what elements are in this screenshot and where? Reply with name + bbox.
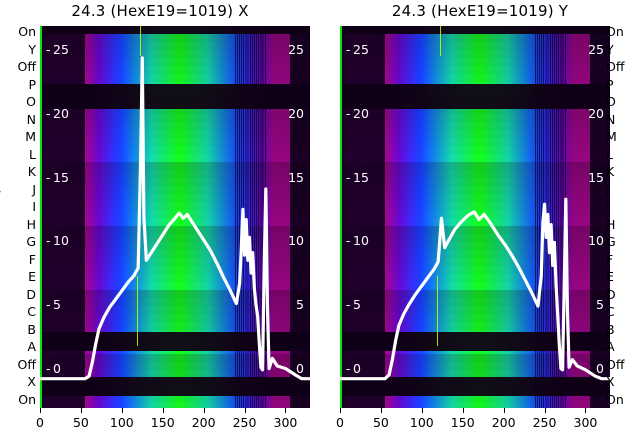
category-label-f-13: F [606,251,614,267]
category-label-g-12: G [26,234,36,250]
category-label-n-5: N [606,111,616,127]
category-label-l-7: L [606,146,613,162]
category-label-k-8: K [27,164,36,180]
x-tick-label-0: 0 [336,415,344,430]
panel-x-title: 24.3 (HexE19=1019) X [71,2,249,20]
category-axis-right: On Y Off P O N M L K J I H G F E D C B A Off X On [602,24,638,408]
x-tick-50 [80,408,82,413]
category-label-h-11: H [26,216,36,232]
category-label-i-10: I [32,199,36,215]
category-label-n-5: N [26,111,36,127]
x-tick-50 [380,408,382,413]
plot-area-y: -0-5-10-15-20-25 0 5 10 15 20 25 [340,26,610,408]
category-label-p-3: P [606,76,614,92]
x-tick-label-100: 100 [109,415,134,430]
x-tick-label-300: 300 [273,415,298,430]
category-label-e-14: E [28,269,36,285]
x-tick-150 [162,408,164,413]
category-label-a-18: A [606,339,615,355]
x-tick-100 [121,408,123,413]
x-tick-label-100: 100 [409,415,434,430]
x-tick-150 [462,408,464,413]
category-label-y-1: Y [28,41,36,57]
x-tick-label-0: 0 [36,415,44,430]
category-label-off-19: Off [606,356,625,372]
category-label-h-11: H [606,216,616,232]
category-label-m-6: M [606,129,617,145]
x-tick-200 [503,408,505,413]
category-label-on-0: On [18,24,36,39]
x-tick-label-250: 250 [232,415,257,430]
category-label-c-16: C [606,304,615,320]
category-label-d-15: D [26,286,36,302]
x-axis-panel-x: 0 50 100 150 200 250 300 [0,408,320,440]
x-tick-label-50: 50 [372,415,389,430]
trace-overlay-y [340,26,610,408]
category-label-j-9: J [32,181,36,197]
x-tick-250 [544,408,546,413]
x-tick-label-150: 150 [150,415,175,430]
trace-overlay-x [40,26,310,408]
x-tick-250 [244,408,246,413]
plot-area-x: -0-5-10-15-20-25 0 5 10 15 20 25 [40,26,310,408]
category-label-k-8: K [606,164,615,180]
x-axis-panel-y: 0 50 100 150 200 250 300 [320,408,640,440]
category-label-off-2: Off [606,59,625,75]
x-tick-label-300: 300 [573,415,598,430]
category-label-l-7: L [29,146,36,162]
x-tick-label-200: 200 [191,415,216,430]
category-label-x-20: X [27,374,36,390]
category-label-i-10: I [606,199,610,215]
category-label-d-15: D [606,286,616,302]
category-label-j-9: J [606,181,610,197]
category-label-e-14: E [606,269,614,285]
category-label-o-4: O [606,94,616,110]
x-tick-100 [421,408,423,413]
category-label-on-0: On [606,24,624,39]
x-tick-300 [585,408,587,413]
category-label-g-12: G [606,234,616,250]
x-tick-200 [203,408,205,413]
x-tick-300 [285,408,287,413]
category-label-off-19: Off [17,356,36,372]
category-label-on-21: On [606,392,624,407]
category-label-b-17: B [27,321,36,337]
x-tick-0 [340,408,341,413]
x-tick-label-250: 250 [532,415,557,430]
x-tick-label-50: 50 [72,415,89,430]
category-label-a-18: A [27,339,36,355]
category-label-f-13: F [28,251,36,267]
category-label-on-21: On [18,392,36,407]
category-label-off-2: Off [17,59,36,75]
category-label-c-16: C [27,304,36,320]
category-label-p-3: P [28,76,36,92]
x-tick-label-150: 150 [450,415,475,430]
category-label-m-6: M [25,129,36,145]
panel-y-title: 24.3 (HexE19=1019) Y [391,2,569,20]
x-tick-0 [40,408,41,413]
category-label-o-4: O [26,94,36,110]
x-tick-label-200: 200 [491,415,516,430]
category-label-b-17: B [606,321,615,337]
category-label-y-1: Y [606,41,614,57]
category-label-x-20: X [606,374,615,390]
